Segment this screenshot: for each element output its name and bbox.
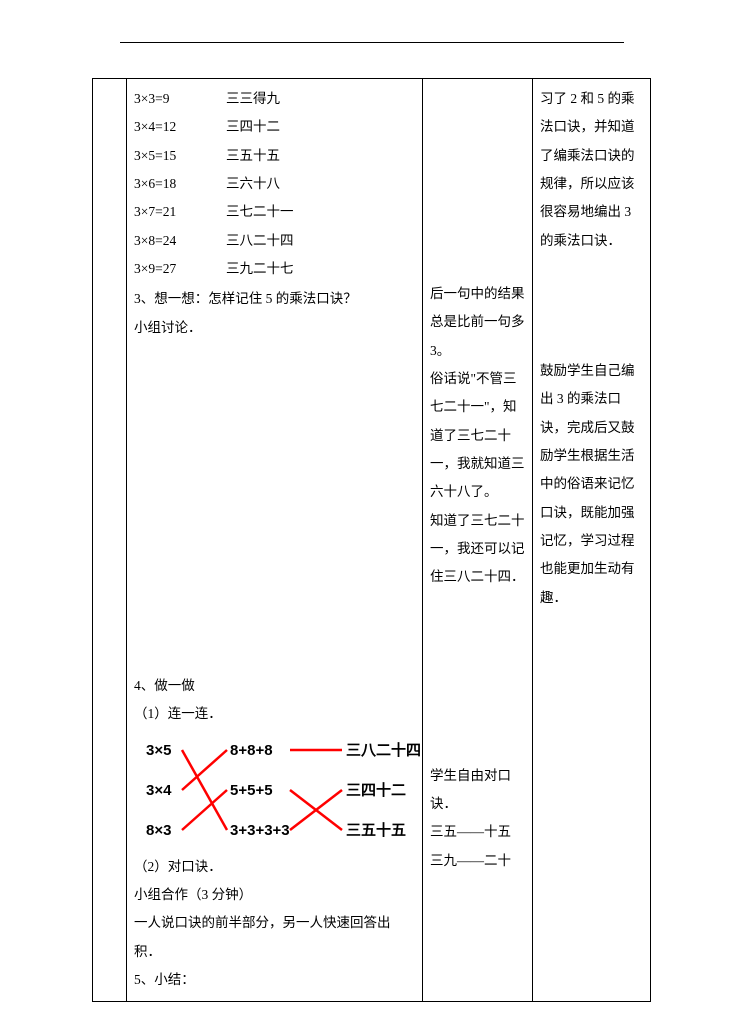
equation-row: 3×5=15三五十五 <box>134 142 415 170</box>
lesson-table: 3×3=9三三得九3×4=12三四十二3×5=15三五十五3×6=18三六十八3… <box>92 78 651 1002</box>
mnemonic-phrase: 三三得九 <box>226 85 280 113</box>
col4-p1: 习了 2 和 5 的乘法口诀，并知道了编乘法口诀的规律，所以应该很容易地编出 3… <box>540 85 643 255</box>
col4-p2: 鼓励学生自己编出 3 的乘法口诀，完成后又鼓励学生根据生活中的俗语来记忆口诀，既… <box>540 357 643 612</box>
question-4-1: （1）连一连． <box>134 700 415 728</box>
connection-line <box>182 750 227 830</box>
page-top-rule <box>120 42 624 43</box>
groupwork-desc: 一人说口诀的前半部分，另一人快速回答出积． <box>134 909 415 966</box>
connection-line <box>182 750 227 790</box>
col3-p3: 知道了三七二十一，我还可以记住三八二十四． <box>430 507 525 592</box>
col3-p5a: 三五——十五 <box>430 818 525 846</box>
mnemonic-phrase: 三四十二 <box>226 113 280 141</box>
equation: 3×6=18 <box>134 170 226 198</box>
col-main-content: 3×3=9三三得九3×4=12三四十二3×5=15三五十五3×6=18三六十八3… <box>127 79 423 1002</box>
groupwork-heading: 小组合作（3 分钟） <box>134 881 415 909</box>
connection-line <box>182 790 227 830</box>
exercise-label: 8×3 <box>146 822 171 839</box>
equation: 3×5=15 <box>134 142 226 170</box>
equation: 3×7=21 <box>134 198 226 226</box>
spacer <box>134 342 415 672</box>
mnemonic-phrase: 三六十八 <box>226 170 280 198</box>
mnemonic-phrase: 三八二十四 <box>226 227 294 255</box>
equation: 3×4=12 <box>134 113 226 141</box>
mnemonic-phrase: 三九二十七 <box>226 255 294 283</box>
col-teacher-notes: 习了 2 和 5 的乘法口诀，并知道了编乘法口诀的规律，所以应该很容易地编出 3… <box>533 79 651 1002</box>
spacer <box>430 592 525 762</box>
equation-row: 3×7=21三七二十一 <box>134 198 415 226</box>
equation-row: 3×4=12三四十二 <box>134 113 415 141</box>
equation-row: 3×6=18三六十八 <box>134 170 415 198</box>
col3-p1: 后一句中的结果总是比前一句多 3。 <box>430 280 525 365</box>
col3-p2: 俗话说"不管三七二十一"，知道了三七二十一，我就知道三六十八了。 <box>430 365 525 507</box>
equation: 3×8=24 <box>134 227 226 255</box>
table-row: 3×3=9三三得九3×4=12三四十二3×5=15三五十五3×6=18三六十八3… <box>93 79 651 1002</box>
exercise-label: 三四十二 <box>346 781 406 799</box>
col-left-empty <box>93 79 127 1002</box>
exercise-label: 8+8+8 <box>230 742 273 759</box>
spacer <box>430 85 525 280</box>
mnemonic-phrase: 三七二十一 <box>226 198 294 226</box>
equation: 3×9=27 <box>134 255 226 283</box>
equation: 3×3=9 <box>134 85 226 113</box>
equation-list: 3×3=9三三得九3×4=12三四十二3×5=15三五十五3×6=18三六十八3… <box>134 85 415 283</box>
equation-row: 3×3=9三三得九 <box>134 85 415 113</box>
mnemonic-phrase: 三五十五 <box>226 142 280 170</box>
question-3: 3、想一想：怎样记住 5 的乘法口诀？ <box>134 285 415 313</box>
question-3b: 小组讨论． <box>134 314 415 342</box>
question-4-2: （2）对口诀． <box>134 853 415 881</box>
col-student-response: 后一句中的结果总是比前一句多 3。 俗话说"不管三七二十一"，知道了三七二十一，… <box>423 79 533 1002</box>
col3-p5b: 三九——二十 <box>430 847 525 875</box>
exercise-label: 3×4 <box>146 782 172 799</box>
equation-row: 3×9=27三九二十七 <box>134 255 415 283</box>
exercise-label: 3+3+3+3 <box>230 822 290 839</box>
exercise-label: 5+5+5 <box>230 782 273 799</box>
col3-p4: 学生自由对口诀． <box>430 762 525 819</box>
spacer <box>540 255 643 357</box>
matching-exercise-diagram: 3×5 3×4 8×3 8+8+8 5+5+5 3+3+3+3 三八二十四三四十二三五十五 <box>136 733 426 853</box>
page-root: 3×3=9三三得九3×4=12三四十二3×5=15三五十五3×6=18三六十八3… <box>0 0 744 1031</box>
equation-row: 3×8=24三八二十四 <box>134 227 415 255</box>
exercise-label: 3×5 <box>146 742 171 759</box>
exercise-label: 三八二十四 <box>346 741 421 759</box>
question-4: 4、做一做 <box>134 672 415 700</box>
question-5: 5、小结： <box>134 966 415 994</box>
exercise-label: 三五十五 <box>346 821 406 839</box>
